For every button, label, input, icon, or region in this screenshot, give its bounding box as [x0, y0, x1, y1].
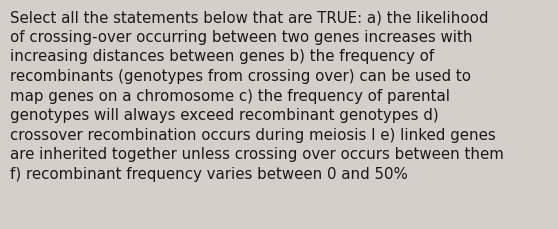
Text: Select all the statements below that are TRUE: a) the likelihood
of crossing-ove: Select all the statements below that are… [10, 10, 504, 181]
